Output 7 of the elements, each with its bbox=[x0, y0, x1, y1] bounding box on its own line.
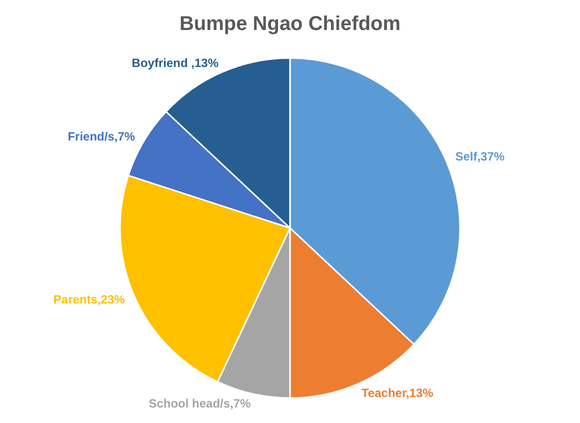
slice-label: Parents,23% bbox=[53, 292, 126, 306]
slice-label: School head/s,7% bbox=[148, 396, 252, 411]
slice-label: Teacher,13% bbox=[361, 386, 434, 400]
chart-title: Bumpe Ngao Chiefdom bbox=[179, 13, 401, 35]
slice-label: Boyfriend ,13% bbox=[132, 56, 219, 70]
slice-label: Friend/s,7% bbox=[68, 129, 136, 144]
slice-label: Self,37% bbox=[455, 150, 505, 164]
